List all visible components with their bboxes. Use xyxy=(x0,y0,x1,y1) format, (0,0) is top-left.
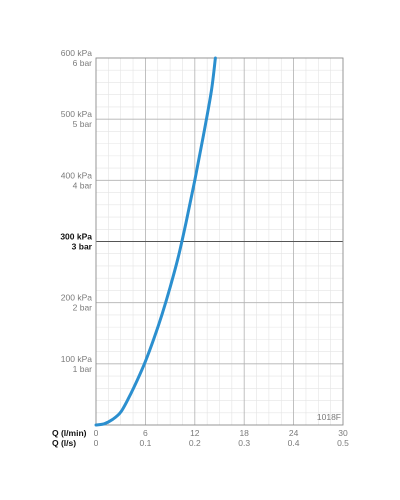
y-tick-label-bar: 5 bar xyxy=(73,119,93,129)
y-tick-label-bar: 6 bar xyxy=(73,58,93,68)
major-grid xyxy=(96,58,343,425)
y-tick-label-kpa: 200 kPa xyxy=(61,293,92,303)
y-tick-label-bar: 1 bar xyxy=(73,364,93,374)
y-tick-label-kpa: 500 kPa xyxy=(61,109,92,119)
x-tick-label: 18 xyxy=(239,428,249,438)
y-tick-label-kpa: 300 kPa xyxy=(60,232,92,242)
x-tick-label: 24 xyxy=(289,428,299,438)
x-tick-label: 0.2 xyxy=(189,438,201,448)
x-tick-label: 0 xyxy=(94,438,99,448)
x-axis-labels: Q (l/min) 0 6 12 18 24 30 Q (l/s) 0 0.1 0.2 0.3 0.4 0… xyxy=(52,428,349,448)
y-tick-label-bar: 4 bar xyxy=(73,180,93,190)
y-tick-label-kpa: 100 kPa xyxy=(61,354,92,364)
x-tick-label: 0.1 xyxy=(139,438,151,448)
x-axis-title: Q (l/s) xyxy=(52,438,76,448)
x-tick-label: 0.4 xyxy=(288,438,300,448)
series-layer xyxy=(94,56,217,427)
pressure-curve xyxy=(94,56,217,427)
plot-frame xyxy=(95,57,344,426)
x-axis-title: Q (l/min) xyxy=(52,428,87,438)
x-tick-label: 12 xyxy=(190,428,200,438)
reference-code: 1018F xyxy=(317,412,341,422)
y-tick-label-kpa: 400 kPa xyxy=(61,170,92,180)
x-tick-label: 0.5 xyxy=(337,438,349,448)
x-tick-label: 0.3 xyxy=(238,438,250,448)
x-tick-label: 0 xyxy=(94,428,99,438)
y-tick-label-kpa: 600 kPa xyxy=(61,48,92,58)
x-tick-label: 6 xyxy=(143,428,148,438)
plot-border xyxy=(95,57,344,426)
y-tick-label-bar: 3 bar xyxy=(72,242,93,252)
y-tick-label-bar: 2 bar xyxy=(73,303,93,313)
x-tick-label: 30 xyxy=(338,428,348,438)
